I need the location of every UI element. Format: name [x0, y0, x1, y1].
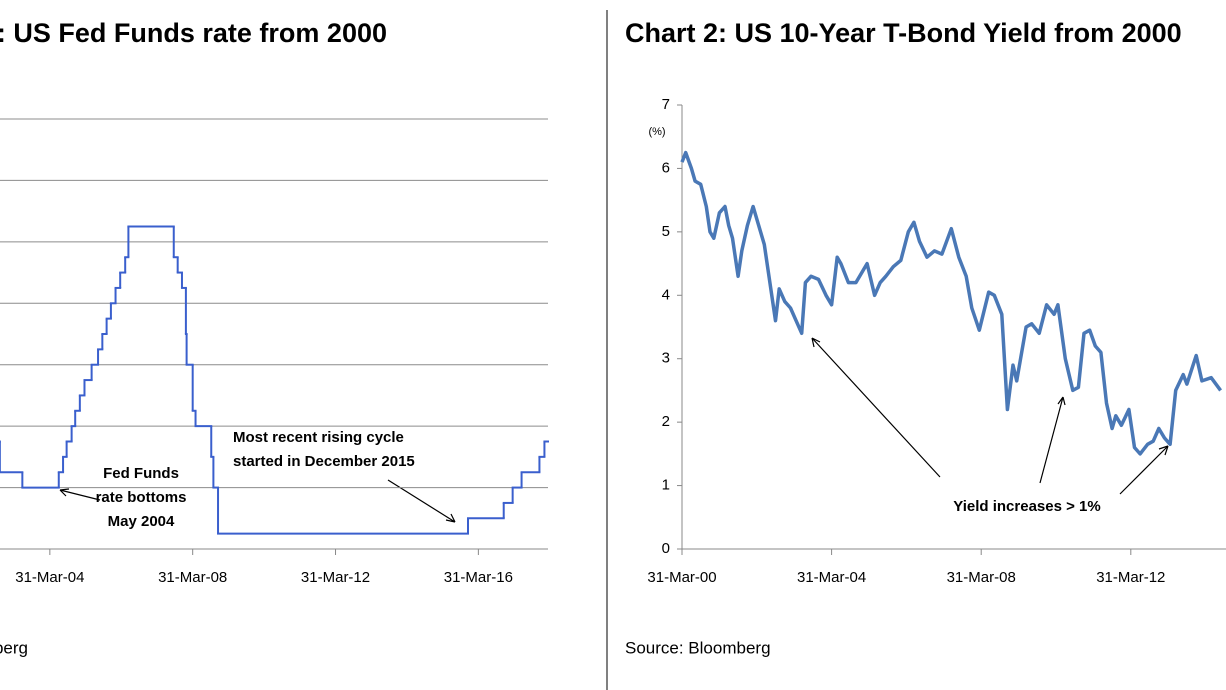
x-tick-label: 31-Mar-12	[301, 569, 370, 586]
y-tick-label: 1	[662, 477, 670, 494]
arrows	[59, 337, 1169, 523]
annotation: Most recent rising cycle	[233, 429, 404, 446]
annotation: Yield increases > 1%	[953, 498, 1100, 515]
arrow	[59, 488, 101, 501]
y-tick-label: 7	[662, 96, 670, 113]
line-series	[680, 150, 1223, 456]
source: Source: Bloomberg	[625, 638, 771, 657]
arrow	[1119, 445, 1169, 495]
annotation: May 2004	[108, 513, 175, 530]
chart-title: Chart 2: US 10-Year T-Bond Yield from 20…	[625, 18, 1182, 48]
source: Source: Bloomberg	[0, 638, 28, 657]
x-tick-label: 31-Mar-04	[15, 569, 84, 586]
x-tick-label: 31-Mar-12	[1096, 569, 1165, 586]
x-tick-label: 31-Mar-08	[158, 569, 227, 586]
x-tick-label: 31-Mar-16	[444, 569, 513, 586]
y-unit: (%)	[648, 126, 665, 138]
y-tick-label: 6	[662, 159, 670, 176]
y-tick-label: 0	[662, 540, 670, 557]
y-tick-label: 4	[662, 286, 670, 303]
arrow	[387, 479, 456, 523]
arrow	[811, 337, 941, 478]
x-tick-label: 31-Mar-00	[647, 569, 716, 586]
y-tick-label: 2	[662, 413, 670, 430]
x-tick-label: 31-Mar-08	[947, 569, 1016, 586]
arrow	[1039, 396, 1066, 484]
y-tick-label: 5	[662, 223, 670, 240]
annotation: started in December 2015	[233, 453, 415, 470]
annotation: rate bottoms	[96, 489, 187, 506]
y-tick-label: 3	[662, 350, 670, 367]
x-tick-label: 31-Mar-04	[797, 569, 866, 586]
annotation: Fed Funds	[103, 465, 179, 482]
chart-title: Chart 1: US Fed Funds rate from 2000	[0, 18, 387, 48]
